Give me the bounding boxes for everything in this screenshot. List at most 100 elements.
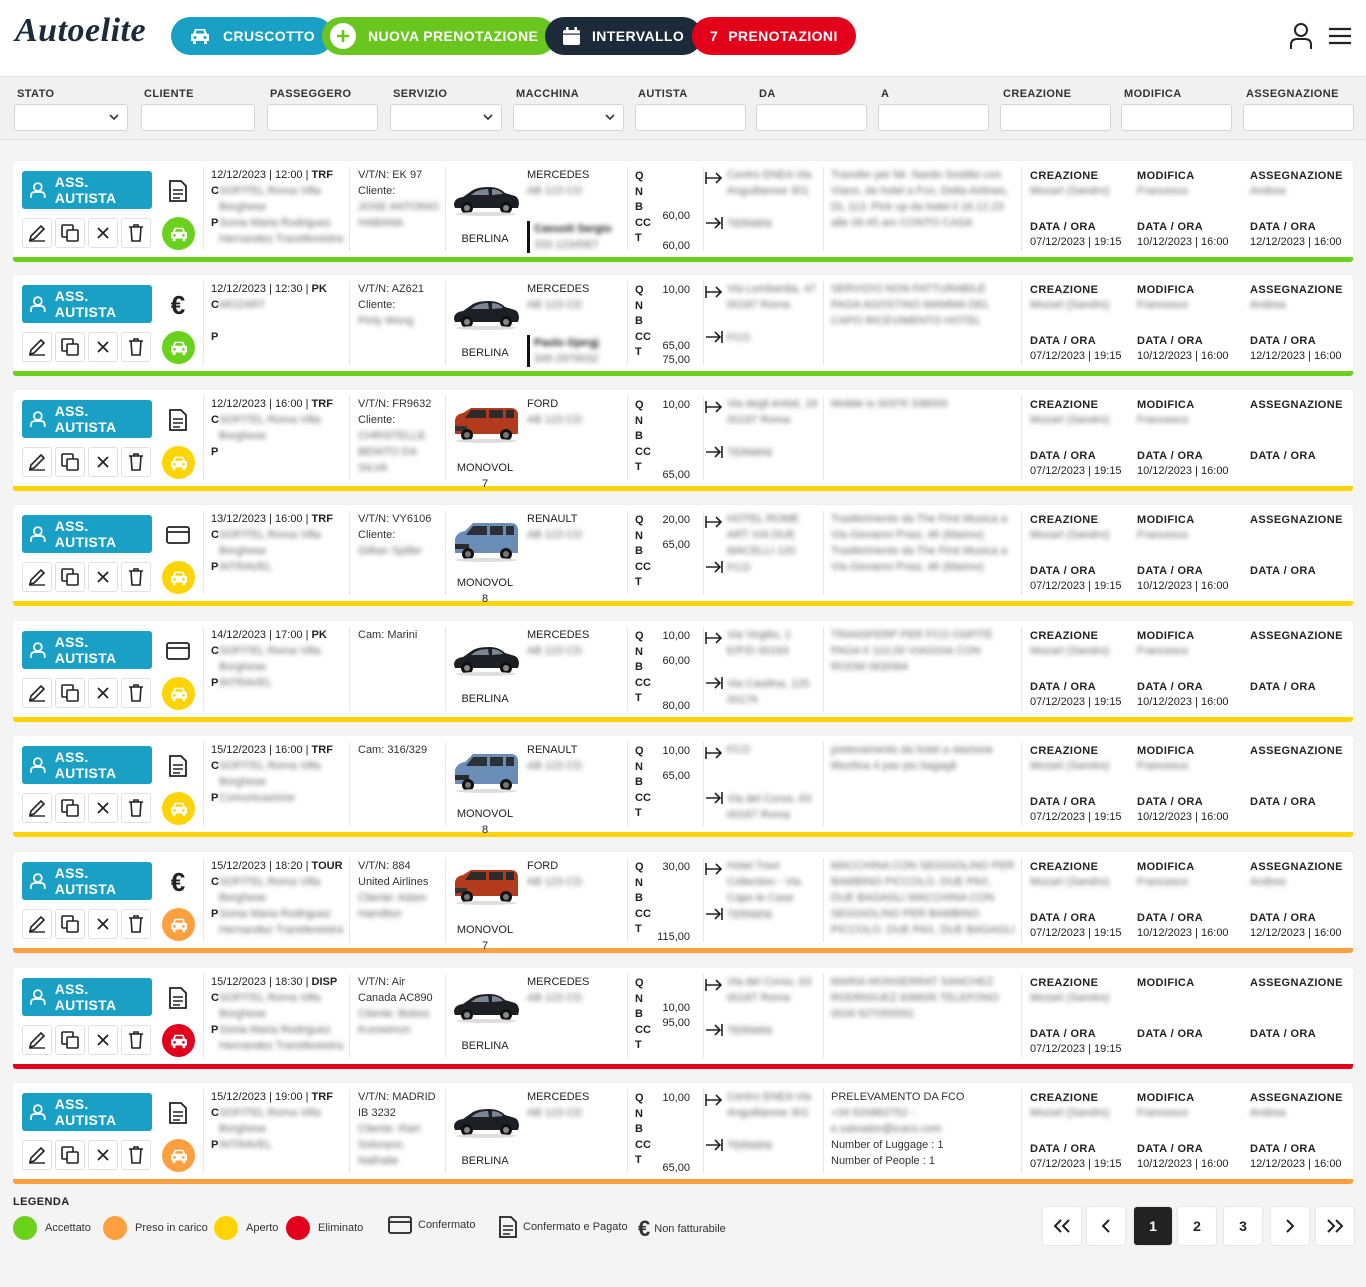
delete-button[interactable] [121, 793, 151, 823]
vehicle-plate: AB 123 CD [527, 1107, 583, 1119]
creation-date-label: DATA / ORA [1030, 335, 1097, 347]
duplicate-button[interactable] [55, 562, 85, 592]
filter-input[interactable] [878, 104, 989, 131]
creation-info: CREAZIONE Mozart (Sandro) DATA / ORA 07/12/… [1030, 744, 1140, 823]
vehicle-model: MONOVOL 8 [456, 808, 514, 836]
edit-button[interactable] [22, 909, 52, 939]
close-icon [97, 341, 109, 353]
payment-status-indicator: € [163, 867, 193, 897]
filter-9: MODIFICA [1121, 88, 1232, 131]
edit-button[interactable] [22, 447, 52, 477]
page-3-button[interactable]: 3 [1224, 1207, 1262, 1245]
filter-input[interactable] [267, 104, 378, 131]
bookings-count-button[interactable]: 7 PRENOTAZIONI [692, 17, 856, 55]
duplicate-button[interactable] [55, 447, 85, 477]
notes: MARIA MONSERRAT SANCHEZ RODRIGUEZ 836835… [831, 974, 1017, 1022]
document-icon [169, 409, 187, 431]
delete-button[interactable] [121, 1025, 151, 1055]
edit-button[interactable] [22, 793, 52, 823]
prev-page-button[interactable] [1087, 1207, 1125, 1245]
assign-driver-button[interactable]: ASS. AUTISTA [22, 171, 152, 209]
sedan-car-image [454, 301, 519, 330]
first-page-button[interactable] [1043, 1207, 1081, 1245]
page-2-button[interactable]: 2 [1178, 1207, 1216, 1245]
filter-10: ASSEGNAZIONE [1243, 88, 1354, 131]
delete-button[interactable] [121, 332, 151, 362]
edit-button[interactable] [22, 332, 52, 362]
interval-button[interactable]: INTERVALLO [545, 17, 703, 55]
dashboard-button[interactable]: CRUSCOTTO [171, 17, 334, 55]
client-letter: C [211, 992, 219, 1004]
client-ref: Cliente: Bobos Kurowmun [358, 1008, 430, 1036]
modification-date-block: DATA / ORA 10/12/2023 | 16:00 [1137, 449, 1247, 479]
delete-button[interactable] [121, 562, 151, 592]
filter-select[interactable] [14, 104, 128, 131]
assign-driver-button[interactable]: ASS. AUTISTA [22, 400, 152, 438]
page-1-button[interactable]: 1 [1134, 1207, 1172, 1245]
column-divider [703, 974, 704, 1058]
cancel-button[interactable] [88, 218, 118, 248]
modification-date-label: DATA / ORA [1137, 1028, 1204, 1040]
delete-button[interactable] [121, 1140, 151, 1170]
delete-button[interactable] [121, 678, 151, 708]
assign-driver-button[interactable]: ASS. AUTISTA [22, 631, 152, 669]
assign-driver-button[interactable]: ASS. AUTISTA [22, 1093, 152, 1131]
filter-input[interactable] [1121, 104, 1232, 131]
cancel-button[interactable] [88, 1025, 118, 1055]
card-icon [166, 642, 190, 660]
edit-button[interactable] [22, 1025, 52, 1055]
filter-select[interactable] [390, 104, 502, 131]
assignment-date-block: DATA / ORA 12/12/2023 | 16:00 [1250, 911, 1360, 941]
duplicate-button[interactable] [55, 1140, 85, 1170]
assign-driver-button[interactable]: ASS. AUTISTA [22, 746, 152, 784]
delete-button[interactable] [121, 447, 151, 477]
assignment-label: ASSEGNAZIONE [1250, 745, 1343, 757]
filter-input[interactable] [1000, 104, 1111, 131]
edit-button[interactable] [22, 678, 52, 708]
filter-input[interactable] [141, 104, 255, 131]
creation-info: CREAZIONE Mozart (Sandro) DATA / ORA 07/12/… [1030, 398, 1140, 477]
duplicate-button[interactable] [55, 218, 85, 248]
booking-status-indicator [162, 908, 195, 941]
edit-button[interactable] [22, 562, 52, 592]
filter-input[interactable] [1243, 104, 1354, 131]
assign-driver-button[interactable]: ASS. AUTISTA [22, 862, 152, 900]
duplicate-button[interactable] [55, 1025, 85, 1055]
filter-input[interactable] [635, 104, 746, 131]
column-divider [203, 858, 204, 942]
vehicle-model: MONOVOL 7 [456, 462, 514, 490]
cancel-button[interactable] [88, 909, 118, 939]
cancel-button[interactable] [88, 1140, 118, 1170]
menu-icon[interactable] [1328, 27, 1352, 45]
delete-button[interactable] [121, 218, 151, 248]
legend: LEGENDA [13, 1196, 70, 1208]
app-logo[interactable]: Autoelite [15, 12, 147, 49]
assignment-date-block: DATA / ORA 12/12/2023 | 16:00 [1250, 334, 1360, 364]
column-divider [703, 396, 704, 480]
booking-status-indicator [162, 1024, 195, 1057]
edit-button[interactable] [22, 1140, 52, 1170]
cancel-button[interactable] [88, 562, 118, 592]
cancel-button[interactable] [88, 332, 118, 362]
cancel-button[interactable] [88, 678, 118, 708]
duplicate-button[interactable] [55, 793, 85, 823]
filter-select[interactable] [513, 104, 624, 131]
assign-driver-button[interactable]: ASS. AUTISTA [22, 978, 152, 1016]
edit-button[interactable] [22, 218, 52, 248]
user-icon[interactable] [1289, 22, 1313, 50]
duplicate-button[interactable] [55, 332, 85, 362]
last-page-button[interactable] [1316, 1207, 1354, 1245]
duplicate-button[interactable] [55, 678, 85, 708]
assign-driver-button[interactable]: ASS. AUTISTA [22, 285, 152, 323]
assign-driver-button[interactable]: ASS. AUTISTA [22, 515, 152, 553]
cancel-button[interactable] [88, 793, 118, 823]
next-page-button[interactable] [1271, 1207, 1309, 1245]
filter-input[interactable] [756, 104, 867, 131]
cancel-button[interactable] [88, 447, 118, 477]
flight-info: V/T/N: EK 97 [358, 169, 423, 181]
new-booking-button[interactable]: NUOVA PRENOTAZIONE [322, 17, 557, 55]
duplicate-button[interactable] [55, 909, 85, 939]
legend-label: Confermato e Pagato [523, 1221, 628, 1233]
delete-button[interactable] [121, 909, 151, 939]
dropoff-arrow-icon [706, 677, 723, 689]
